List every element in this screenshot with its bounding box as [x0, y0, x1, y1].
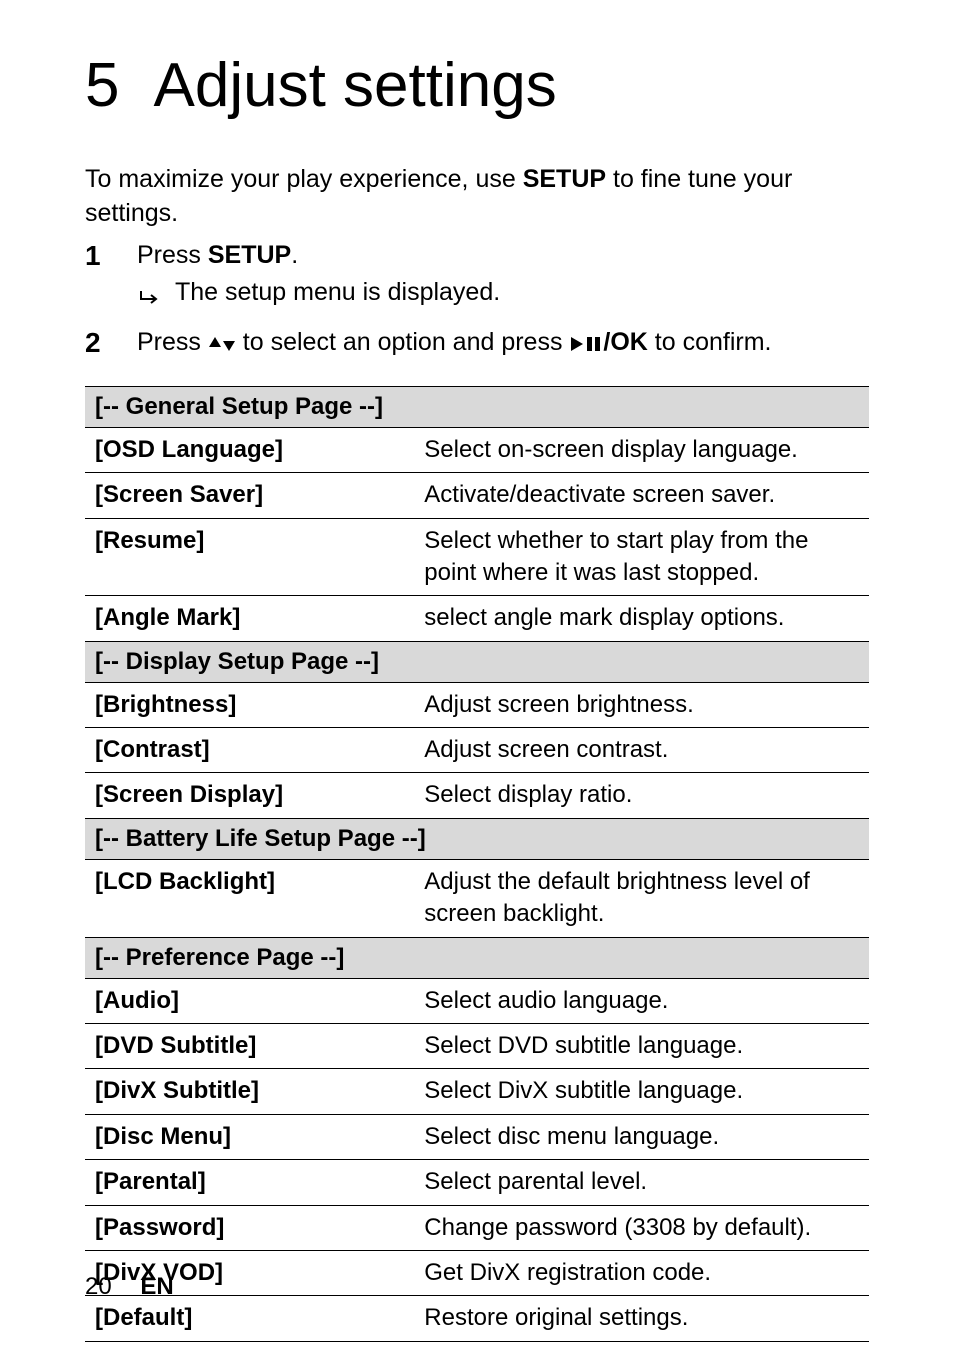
setting-label: [DVD Subtitle] — [85, 1024, 414, 1069]
setting-description: Select DivX subtitle language. — [414, 1069, 869, 1114]
setting-description: Select parental level. — [414, 1160, 869, 1205]
table-section-header: [-- Preference Page --] — [85, 937, 869, 978]
setting-description: Adjust screen contrast. — [414, 728, 869, 773]
table-row: [Screen Saver]Activate/deactivate screen… — [85, 473, 869, 518]
setting-label: [Password] — [85, 1205, 414, 1250]
step-text-mid: to select an option and press — [236, 328, 570, 356]
table-row: [Password]Change password (3308 by defau… — [85, 1205, 869, 1250]
setting-description: Select DVD subtitle language. — [414, 1024, 869, 1069]
table-row: [Angle Mark]select angle mark display op… — [85, 596, 869, 641]
setting-label: [Screen Display] — [85, 773, 414, 818]
step-body: Press to select an option and press /OK … — [137, 326, 869, 362]
table-row: [Brightness]Adjust screen brightness. — [85, 682, 869, 727]
settings-table: [-- General Setup Page --][OSD Language]… — [85, 386, 869, 1342]
table-row: [OSD Language]Select on-screen display l… — [85, 427, 869, 472]
chapter-title: Adjust settings — [153, 50, 556, 121]
setting-label: [Resume] — [85, 518, 414, 596]
setting-label: [OSD Language] — [85, 427, 414, 472]
table-section-header: [-- General Setup Page --] — [85, 386, 869, 427]
section-header-cell: [-- Preference Page --] — [85, 937, 869, 978]
step-body: Press SETUP. The setup menu is displayed… — [137, 239, 869, 317]
up-down-arrows-icon — [208, 328, 236, 362]
setting-label: [Contrast] — [85, 728, 414, 773]
setting-label: [DivX Subtitle] — [85, 1069, 414, 1114]
intro-setup-bold: SETUP — [523, 165, 606, 193]
table-row: [Contrast]Adjust screen contrast. — [85, 728, 869, 773]
step-number: 1 — [85, 239, 109, 317]
setting-description: Select whether to start play from the po… — [414, 518, 869, 596]
table-row: [Default]Restore original settings. — [85, 1296, 869, 1341]
result-arrow-icon — [139, 282, 161, 316]
page-number: 20 — [85, 1273, 112, 1300]
table-row: [Audio]Select audio language. — [85, 978, 869, 1023]
chapter-number: 5 — [85, 50, 119, 121]
setting-description: Select display ratio. — [414, 773, 869, 818]
play-pause-icon — [569, 328, 603, 362]
table-row: [LCD Backlight]Adjust the default bright… — [85, 859, 869, 937]
setting-description: Select on-screen display language. — [414, 427, 869, 472]
page-footer: 20 EN — [85, 1273, 174, 1301]
setting-description: Select disc menu language. — [414, 1114, 869, 1159]
setting-description: select angle mark display options. — [414, 596, 869, 641]
page-lang: EN — [140, 1273, 173, 1300]
setting-description: Select audio language. — [414, 978, 869, 1023]
table-row: [Parental]Select parental level. — [85, 1160, 869, 1205]
section-header-cell: [-- General Setup Page --] — [85, 386, 869, 427]
step-text-post: to confirm. — [648, 328, 772, 356]
step-2: 2 Press to select an option and press /O… — [85, 326, 869, 362]
intro-pre: To maximize your play experience, use — [85, 165, 523, 193]
setting-description: Get DivX registration code. — [414, 1251, 869, 1296]
table-section-header: [-- Display Setup Page --] — [85, 641, 869, 682]
setting-label: [LCD Backlight] — [85, 859, 414, 937]
table-row: [Disc Menu]Select disc menu language. — [85, 1114, 869, 1159]
table-section-header: [-- Battery Life Setup Page --] — [85, 818, 869, 859]
setting-label: [Disc Menu] — [85, 1114, 414, 1159]
sub-step: The setup menu is displayed. — [139, 276, 869, 316]
intro-text: To maximize your play experience, use SE… — [85, 163, 869, 231]
table-row: [Screen Display]Select display ratio. — [85, 773, 869, 818]
sub-step-text: The setup menu is displayed. — [175, 276, 500, 310]
setting-label: [Screen Saver] — [85, 473, 414, 518]
setting-description: Activate/deactivate screen saver. — [414, 473, 869, 518]
setting-description: Change password (3308 by default). — [414, 1205, 869, 1250]
setting-label: [Audio] — [85, 978, 414, 1023]
table-row: [Resume]Select whether to start play fro… — [85, 518, 869, 596]
step-number: 2 — [85, 326, 109, 362]
table-row: [DivX VOD]Get DivX registration code. — [85, 1251, 869, 1296]
step-text-pre: Press — [137, 328, 208, 356]
table-row: [DivX Subtitle]Select DivX subtitle lang… — [85, 1069, 869, 1114]
step-text-bold-ok: /OK — [603, 328, 647, 356]
setting-description: Adjust screen brightness. — [414, 682, 869, 727]
setting-description: Restore original settings. — [414, 1296, 869, 1341]
setting-label: [Parental] — [85, 1160, 414, 1205]
setting-label: [Default] — [85, 1296, 414, 1341]
setting-description: Adjust the default brightness level of s… — [414, 859, 869, 937]
step-text-bold: SETUP — [208, 241, 291, 269]
setting-label: [Brightness] — [85, 682, 414, 727]
table-row: [DVD Subtitle]Select DVD subtitle langua… — [85, 1024, 869, 1069]
step-list: 1 Press SETUP. The setup menu is display… — [85, 239, 869, 362]
setting-label: [Angle Mark] — [85, 596, 414, 641]
section-header-cell: [-- Display Setup Page --] — [85, 641, 869, 682]
section-header-cell: [-- Battery Life Setup Page --] — [85, 818, 869, 859]
manual-page: 5 Adjust settings To maximize your play … — [0, 0, 954, 1351]
step-text-pre: Press — [137, 241, 208, 269]
step-text-post: . — [291, 241, 298, 269]
step-1: 1 Press SETUP. The setup menu is display… — [85, 239, 869, 317]
chapter-heading: 5 Adjust settings — [85, 50, 869, 121]
